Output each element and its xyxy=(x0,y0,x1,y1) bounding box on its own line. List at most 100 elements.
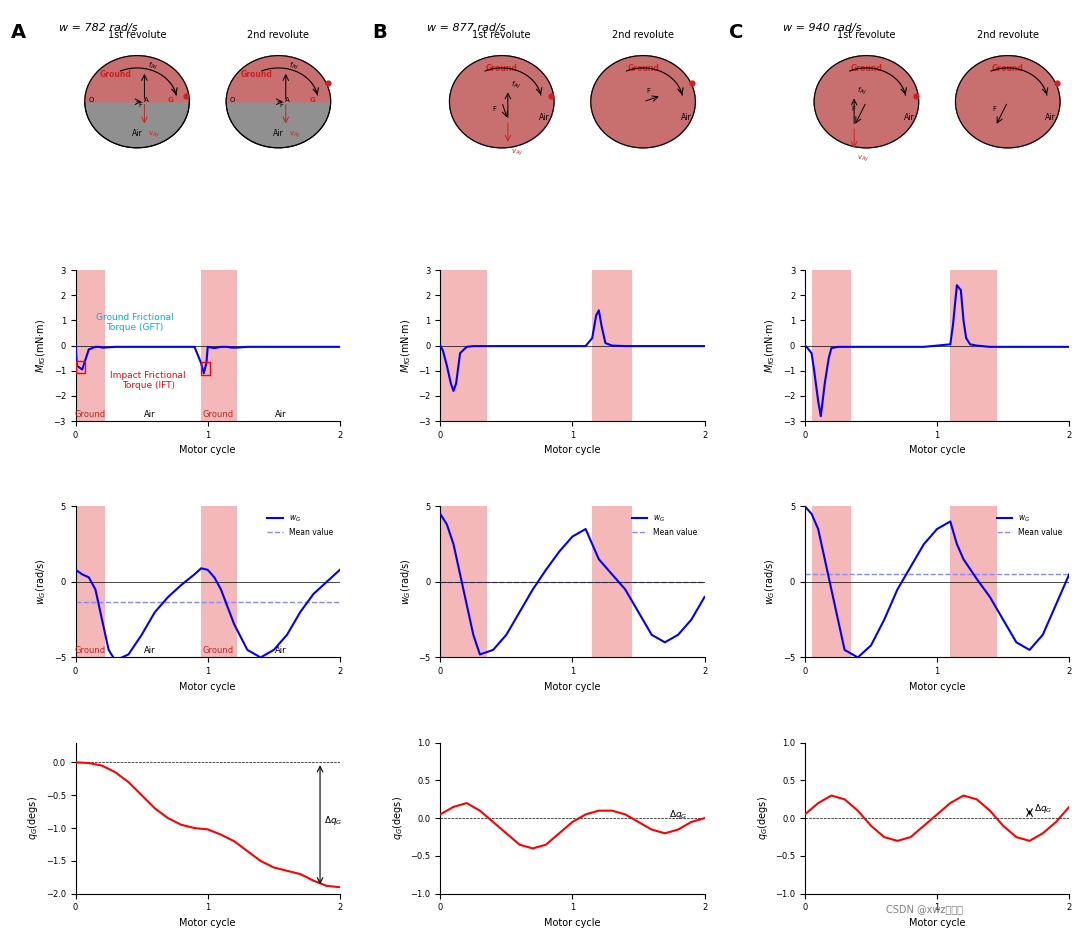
Text: w = 877 rad/s: w = 877 rad/s xyxy=(427,23,505,34)
Text: Air: Air xyxy=(132,128,143,138)
$w_G$ xyxy=(957,554,970,565)
$w_G$ xyxy=(553,546,566,558)
Title: 2nd revolute: 2nd revolute xyxy=(247,30,309,39)
Mean value xyxy=(69,596,82,607)
Y-axis label: $M_{fG}$(mN·m): $M_{fG}$(mN·m) xyxy=(35,318,48,372)
Text: G: G xyxy=(309,97,315,102)
Title: 1st revolute: 1st revolute xyxy=(837,30,895,39)
$w_G$ xyxy=(89,584,102,595)
Ellipse shape xyxy=(591,56,696,148)
Bar xyxy=(592,506,632,657)
Text: Ground: Ground xyxy=(75,646,106,654)
Text: Ground Frictional
Torque (GFT): Ground Frictional Torque (GFT) xyxy=(96,313,174,332)
Ellipse shape xyxy=(449,56,554,148)
$w_G$ xyxy=(513,606,526,617)
Text: CSDN @xwz小王子: CSDN @xwz小王子 xyxy=(886,904,962,914)
Text: w = 782 rad/s: w = 782 rad/s xyxy=(59,23,138,34)
Polygon shape xyxy=(956,56,1059,148)
Text: Air: Air xyxy=(144,411,156,419)
$w_G$ xyxy=(82,572,95,583)
Legend: $w_G$, Mean value: $w_G$, Mean value xyxy=(994,510,1065,540)
$w_G$ xyxy=(878,614,891,626)
Y-axis label: $q_G$(degs): $q_G$(degs) xyxy=(391,796,405,840)
Text: Air: Air xyxy=(539,114,550,122)
$w_G$ xyxy=(460,599,473,610)
$w_G$ xyxy=(645,629,658,641)
Polygon shape xyxy=(591,56,696,148)
Text: Ground: Ground xyxy=(203,411,234,419)
Text: O: O xyxy=(230,97,235,102)
$w_G$ xyxy=(320,576,333,587)
Text: F: F xyxy=(492,106,497,112)
$w_G$ xyxy=(241,644,254,655)
$w_G$ xyxy=(95,614,108,626)
$w_G$ xyxy=(917,538,930,549)
Ellipse shape xyxy=(85,56,189,148)
$w_G$ xyxy=(228,618,241,629)
Line: $w_G$: $w_G$ xyxy=(805,506,1069,657)
Text: Ground: Ground xyxy=(850,64,882,73)
X-axis label: Motor cycle: Motor cycle xyxy=(544,918,600,928)
Bar xyxy=(441,506,486,657)
$w_G$ xyxy=(135,629,148,641)
Text: $f_{Ay}$: $f_{Ay}$ xyxy=(288,61,299,72)
Ellipse shape xyxy=(956,56,1059,148)
Y-axis label: $M_{fG}$(mN·m): $M_{fG}$(mN·m) xyxy=(764,318,778,372)
X-axis label: Motor cycle: Motor cycle xyxy=(544,445,600,455)
Text: $\Delta q_G$: $\Delta q_G$ xyxy=(1034,802,1052,815)
$w_G$ xyxy=(76,569,89,580)
$w_G$ xyxy=(819,554,832,565)
$w_G$ xyxy=(585,538,598,549)
$w_G$ xyxy=(434,508,447,519)
Text: Ground: Ground xyxy=(241,70,273,79)
Ellipse shape xyxy=(814,56,919,148)
$w_G$ xyxy=(500,629,513,641)
$w_G$ xyxy=(540,564,553,575)
Text: A: A xyxy=(285,97,291,102)
Text: $\Delta q_G$: $\Delta q_G$ xyxy=(669,808,687,821)
X-axis label: Motor cycle: Motor cycle xyxy=(179,445,235,455)
Mean value xyxy=(566,576,579,587)
$w_G$ xyxy=(825,584,838,595)
Bar xyxy=(811,270,851,421)
$w_G$ xyxy=(447,538,460,549)
Text: F: F xyxy=(851,106,855,112)
Title: 2nd revolute: 2nd revolute xyxy=(976,30,1039,39)
$w_G$ xyxy=(672,629,685,641)
Legend: $w_G$, Mean value: $w_G$, Mean value xyxy=(629,510,701,540)
Bar xyxy=(76,506,105,657)
Y-axis label: $w_G$(rad/s): $w_G$(rad/s) xyxy=(35,559,49,605)
$w_G$ xyxy=(103,644,116,655)
Title: 2nd revolute: 2nd revolute xyxy=(612,30,674,39)
$w_G$ xyxy=(904,561,917,573)
$w_G$ xyxy=(944,516,957,527)
$w_G$ xyxy=(1050,599,1063,610)
Text: A: A xyxy=(144,97,149,102)
$w_G$ xyxy=(207,572,220,583)
Text: Air: Air xyxy=(1045,114,1056,122)
$w_G$ xyxy=(281,629,294,641)
$w_G$ xyxy=(69,564,82,575)
X-axis label: Motor cycle: Motor cycle xyxy=(179,918,235,928)
Text: w = 940 rad/s: w = 940 rad/s xyxy=(783,23,862,34)
$w_G$ xyxy=(201,564,214,575)
Text: Air: Air xyxy=(274,411,286,419)
Bar xyxy=(201,270,237,421)
$w_G$ xyxy=(1037,629,1050,641)
Mean value xyxy=(798,569,811,580)
$w_G$ xyxy=(526,584,539,595)
$w_G$ xyxy=(175,579,188,590)
Text: Air: Air xyxy=(274,646,286,654)
Polygon shape xyxy=(814,56,919,148)
$w_G$ xyxy=(798,501,811,512)
$w_G$ xyxy=(838,644,851,655)
Y-axis label: $q_G$(degs): $q_G$(degs) xyxy=(756,796,770,840)
$w_G$ xyxy=(487,644,500,655)
Text: Air: Air xyxy=(680,114,691,122)
Text: Air: Air xyxy=(144,646,156,654)
Bar xyxy=(76,360,85,373)
Text: Ground: Ground xyxy=(99,70,132,79)
Mean value xyxy=(931,569,944,580)
Text: B: B xyxy=(373,23,388,42)
Bar xyxy=(76,270,105,421)
